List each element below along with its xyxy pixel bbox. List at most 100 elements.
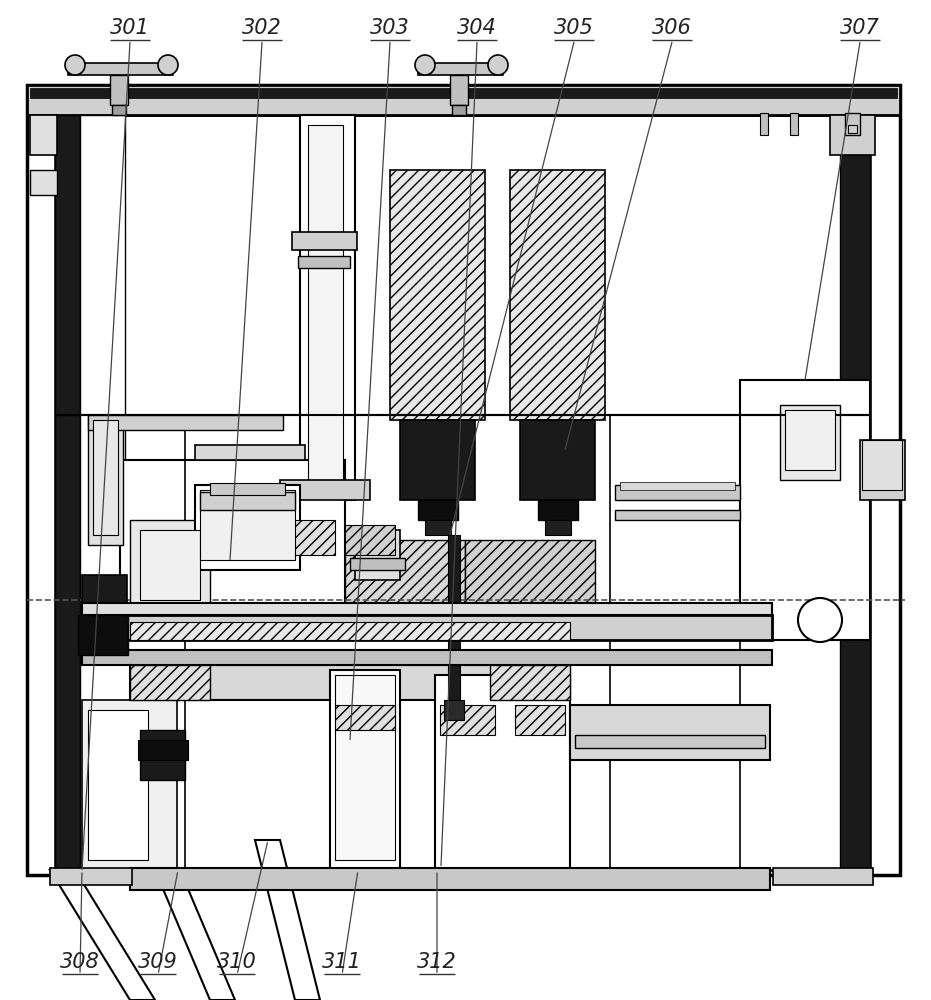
Bar	[210, 483, 285, 495]
Bar	[112, 105, 126, 115]
Bar	[138, 740, 188, 760]
Bar	[575, 735, 765, 748]
Bar	[780, 405, 840, 480]
Bar	[88, 415, 123, 545]
Bar	[298, 256, 350, 268]
Bar	[110, 75, 128, 105]
Bar	[848, 125, 857, 133]
Bar	[740, 380, 870, 640]
Text: 310: 310	[217, 952, 257, 972]
Bar	[760, 113, 768, 135]
Bar	[790, 113, 798, 135]
Bar	[418, 500, 458, 520]
Bar	[30, 170, 57, 195]
Bar	[448, 535, 460, 700]
Bar	[55, 115, 870, 870]
Bar	[27, 85, 900, 875]
Bar	[520, 420, 595, 500]
Bar	[345, 525, 395, 555]
Bar	[130, 622, 570, 640]
Bar	[400, 420, 475, 500]
Bar	[452, 105, 466, 115]
Bar	[490, 665, 570, 700]
Bar	[515, 705, 565, 735]
Bar	[308, 125, 343, 490]
Bar	[82, 615, 772, 640]
Bar	[390, 170, 485, 420]
Bar	[465, 540, 595, 620]
Polygon shape	[155, 870, 235, 1000]
Bar	[355, 530, 400, 580]
Text: 305: 305	[554, 18, 594, 38]
Bar	[120, 460, 345, 640]
Text: 304: 304	[457, 18, 497, 38]
Bar	[845, 113, 860, 135]
Circle shape	[798, 598, 842, 642]
Bar	[620, 482, 735, 490]
Bar	[435, 675, 570, 870]
Bar	[300, 115, 355, 500]
Bar	[545, 520, 571, 535]
Bar	[82, 700, 177, 870]
Bar	[27, 85, 900, 115]
Bar	[330, 670, 400, 870]
Bar	[140, 730, 185, 780]
Text: 308: 308	[61, 952, 100, 972]
Bar	[30, 88, 897, 98]
Circle shape	[415, 55, 435, 75]
Bar	[50, 868, 132, 885]
Bar	[200, 492, 295, 510]
Bar	[130, 868, 770, 890]
Bar	[195, 445, 305, 460]
Bar	[335, 675, 395, 860]
Bar	[280, 480, 370, 500]
Bar	[88, 710, 148, 860]
Bar	[615, 485, 740, 500]
Bar	[80, 115, 125, 600]
Circle shape	[488, 55, 508, 75]
Bar	[200, 490, 295, 560]
Bar	[195, 485, 300, 570]
Bar	[840, 115, 870, 875]
Bar	[93, 420, 118, 535]
Bar	[444, 700, 464, 720]
Bar	[140, 530, 200, 600]
Bar	[335, 705, 395, 730]
Bar	[55, 115, 80, 875]
Bar	[510, 170, 605, 420]
Text: 312: 312	[417, 952, 457, 972]
Bar	[82, 603, 772, 615]
Bar	[130, 665, 570, 700]
Text: 302: 302	[242, 18, 282, 38]
Bar	[785, 410, 835, 470]
Text: 306: 306	[652, 18, 692, 38]
Polygon shape	[255, 840, 320, 1000]
Text: 311: 311	[322, 952, 362, 972]
Bar	[862, 440, 902, 490]
Text: 307: 307	[840, 18, 880, 38]
Bar	[78, 615, 128, 655]
Bar	[345, 540, 465, 630]
Bar	[860, 440, 905, 500]
Bar	[418, 63, 503, 75]
Bar	[30, 115, 57, 155]
Bar	[538, 500, 578, 520]
Bar	[830, 115, 875, 155]
Polygon shape	[50, 870, 155, 1000]
Bar	[82, 575, 127, 640]
Bar	[350, 558, 405, 570]
Bar	[82, 650, 772, 665]
Bar	[425, 520, 451, 535]
Text: 301: 301	[110, 18, 150, 38]
Bar	[280, 520, 335, 555]
Bar	[130, 520, 210, 620]
Bar	[130, 665, 210, 700]
Bar	[440, 705, 495, 735]
Text: 309: 309	[138, 952, 178, 972]
Text: 303: 303	[371, 18, 410, 38]
Bar	[615, 510, 740, 520]
Bar	[292, 232, 357, 250]
Bar	[773, 868, 873, 885]
Circle shape	[158, 55, 178, 75]
Circle shape	[65, 55, 85, 75]
